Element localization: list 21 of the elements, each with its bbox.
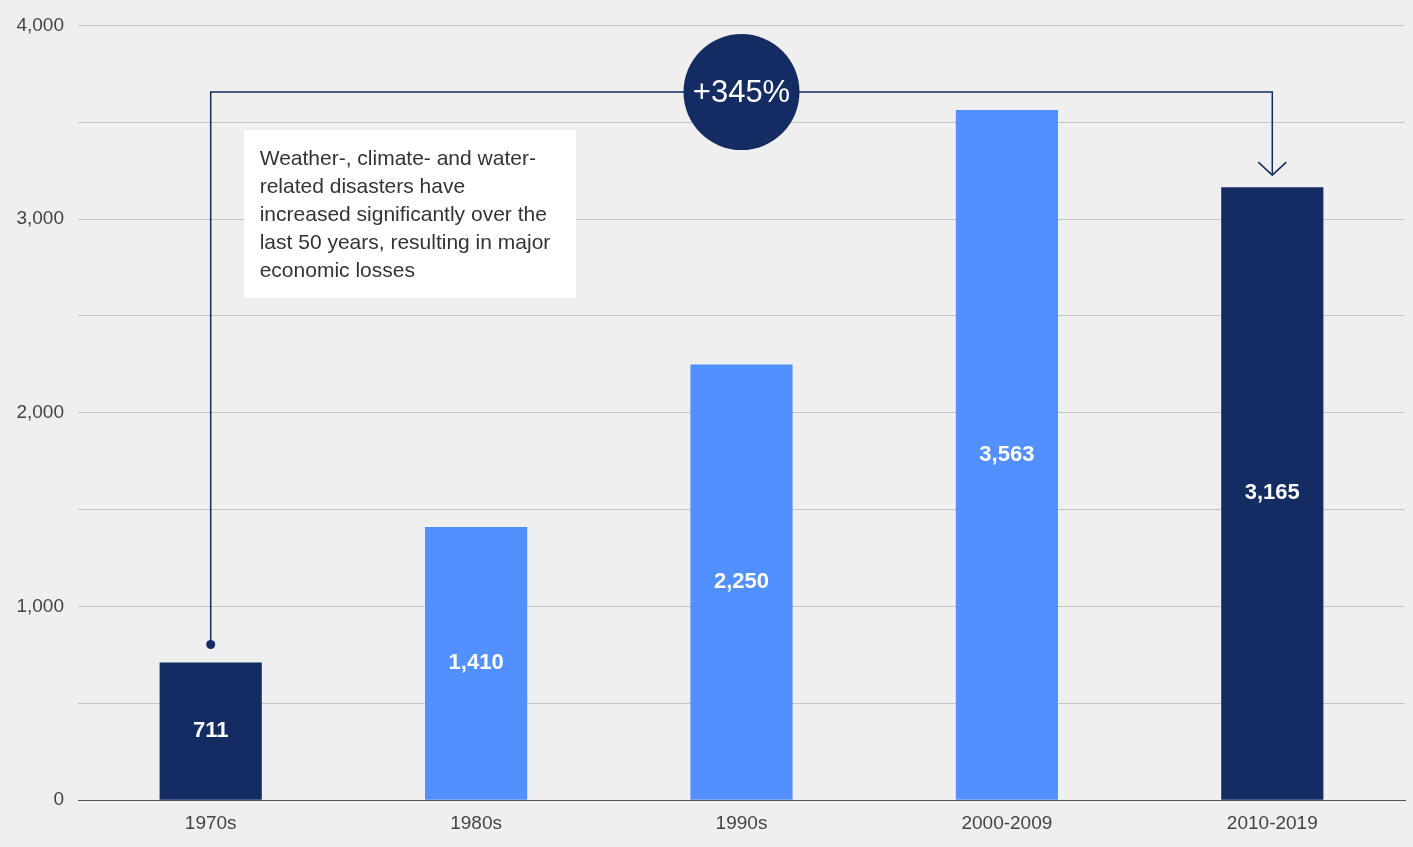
bar (1221, 187, 1324, 800)
data-label: 1,410 (448, 649, 504, 675)
x-tick-label: 2000-2009 (961, 811, 1053, 833)
x-tick-label: 1980s (450, 811, 502, 833)
y-tick-label: 0 (53, 788, 64, 810)
y-tick-label: 2,000 (16, 401, 64, 423)
x-tick-label: 1990s (715, 811, 768, 833)
y-tick-label: 3,000 (16, 207, 64, 229)
bar (955, 110, 1058, 800)
bar (425, 527, 528, 800)
data-label: 3,563 (979, 440, 1035, 466)
bar (690, 364, 793, 800)
data-label: 3,165 (1244, 479, 1300, 505)
x-tick-label: 1970s (184, 811, 237, 833)
y-tick-label: 4,000 (16, 13, 64, 35)
y-tick-label: 1,000 (16, 594, 64, 616)
annotation: Weather-, climate- and water-related disasters have increased significantly over the last 50 years, resulting in major economic losses (243, 130, 576, 299)
bar (159, 662, 262, 800)
data-label: 2,250 (713, 568, 770, 594)
data-label: 711 (192, 717, 229, 743)
x-tick-label: 2010-2019 (1226, 811, 1318, 833)
